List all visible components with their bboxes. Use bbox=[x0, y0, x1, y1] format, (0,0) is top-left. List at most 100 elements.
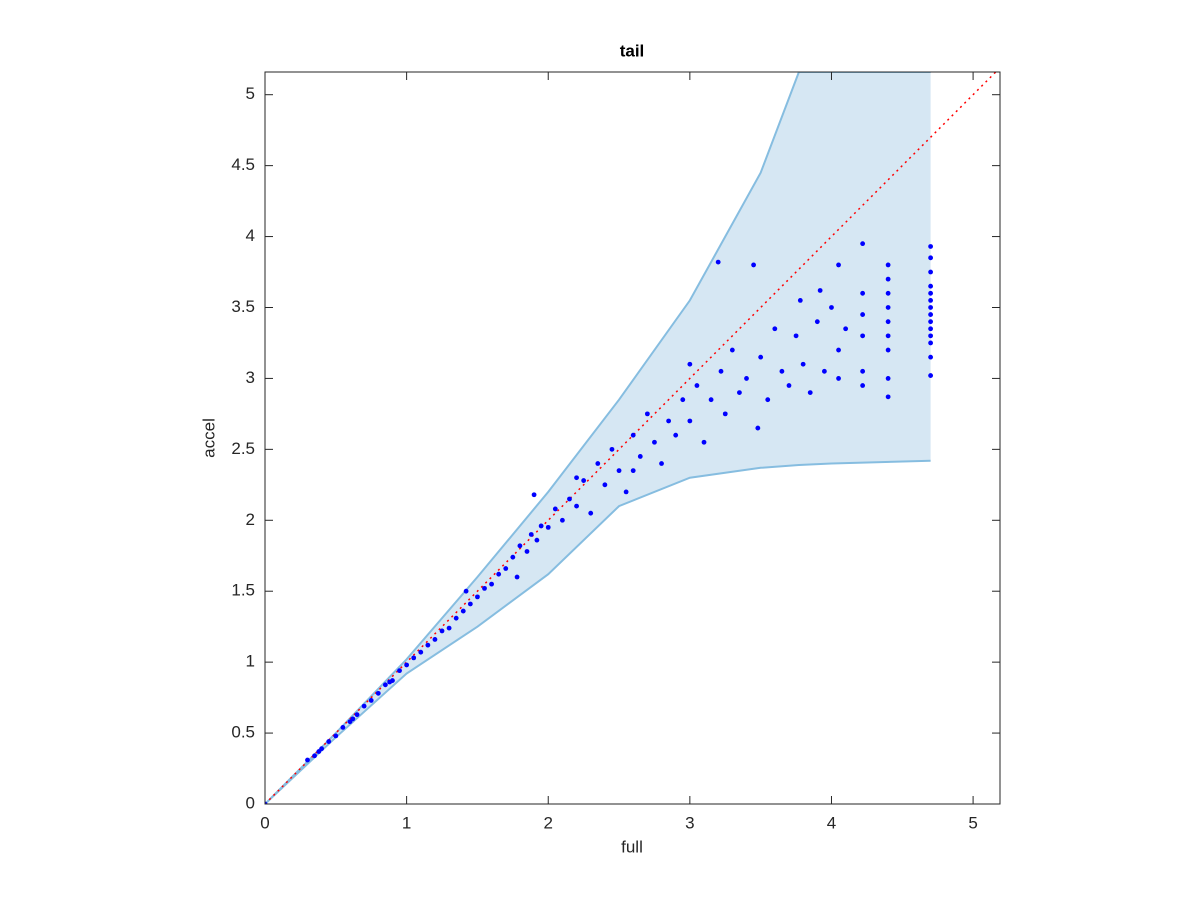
scatter-point bbox=[531, 492, 537, 498]
scatter-point bbox=[814, 319, 820, 325]
scatter-point bbox=[496, 571, 502, 577]
scatter-point bbox=[860, 312, 866, 317]
scatter-point bbox=[375, 690, 381, 696]
x-tick-label: 3 bbox=[685, 813, 694, 832]
scatter-point bbox=[326, 739, 332, 744]
scatter-point bbox=[744, 376, 749, 381]
scatter-point bbox=[836, 262, 841, 268]
scatter-point bbox=[524, 549, 530, 554]
scatter-point bbox=[609, 446, 615, 452]
scatter-point bbox=[694, 383, 700, 388]
scatter-point bbox=[595, 461, 601, 466]
y-tick-label: 2 bbox=[246, 510, 255, 529]
scatter-point bbox=[722, 411, 728, 417]
scatter-point bbox=[467, 601, 473, 607]
scatter-point bbox=[928, 340, 934, 346]
scatter-point bbox=[755, 425, 761, 431]
scatter-point bbox=[797, 297, 803, 303]
scatter-point bbox=[368, 698, 374, 703]
scatter-point bbox=[708, 397, 714, 403]
scatter-point bbox=[928, 326, 934, 332]
y-tick-label: 2.5 bbox=[231, 439, 255, 458]
scatter-point bbox=[425, 642, 431, 648]
scatter-point bbox=[382, 682, 388, 688]
scatter-point bbox=[765, 397, 771, 403]
scatter-point bbox=[680, 397, 686, 403]
scatter-point bbox=[361, 703, 367, 709]
plot-frame bbox=[264, 71, 1001, 805]
scatter-point bbox=[885, 347, 891, 353]
x-tick-label: 1 bbox=[402, 813, 411, 832]
scatter-point bbox=[885, 276, 891, 282]
scatter-point bbox=[630, 432, 636, 438]
y-tick-label: 0 bbox=[246, 793, 255, 812]
scatter-point bbox=[404, 662, 410, 668]
scatter-point bbox=[574, 503, 579, 509]
scatter-point bbox=[475, 594, 480, 600]
scatter-point bbox=[482, 585, 487, 591]
x-tick-label: 5 bbox=[968, 813, 977, 832]
scatter-point bbox=[928, 319, 934, 325]
scatter-point bbox=[860, 241, 866, 247]
scatter-point bbox=[928, 297, 934, 303]
scatter-point bbox=[885, 290, 891, 296]
scatter-point bbox=[514, 574, 520, 580]
chart-title: tail bbox=[620, 41, 645, 60]
band-upper-edge bbox=[265, 72, 931, 804]
scatter-point bbox=[503, 566, 509, 571]
scatter-point bbox=[432, 637, 438, 642]
scatter-point bbox=[453, 615, 459, 621]
scatter-point bbox=[265, 801, 268, 804]
scatter-point bbox=[534, 537, 540, 543]
scatter-point bbox=[758, 354, 764, 360]
y-axis-label: accel bbox=[199, 418, 218, 458]
scatter-point bbox=[305, 757, 310, 763]
scatter-point bbox=[666, 418, 672, 424]
scatter-point bbox=[860, 368, 866, 374]
scatter-point bbox=[928, 333, 934, 339]
scatter-point bbox=[574, 475, 579, 481]
scatter-point bbox=[928, 305, 934, 310]
scatter-point bbox=[860, 333, 866, 339]
scatter-point bbox=[528, 532, 534, 537]
scatter-point bbox=[928, 290, 934, 296]
y-tick-label: 0.5 bbox=[231, 723, 255, 742]
scatter-point bbox=[545, 524, 551, 530]
scatter-point bbox=[581, 478, 587, 483]
scatter-point bbox=[779, 368, 785, 374]
scatter-point bbox=[652, 439, 657, 445]
scatter-point bbox=[885, 319, 891, 325]
scatter-point bbox=[800, 361, 806, 367]
y-tick-label: 3 bbox=[246, 368, 255, 387]
scatter-point bbox=[559, 517, 565, 523]
scatter-point bbox=[489, 581, 494, 587]
scatter-point bbox=[411, 655, 417, 661]
scatter-point bbox=[843, 326, 849, 332]
scatter-point bbox=[446, 625, 452, 631]
scatter-point bbox=[885, 305, 891, 310]
y-tick-label: 5 bbox=[246, 84, 255, 103]
scatter-point bbox=[829, 305, 834, 310]
scatter-point bbox=[418, 649, 424, 655]
scatter-point bbox=[729, 347, 735, 353]
scatter-point bbox=[836, 347, 841, 353]
y-tick-label: 4.5 bbox=[231, 155, 255, 174]
scatter-point bbox=[701, 439, 707, 445]
scatter-point bbox=[319, 746, 325, 752]
scatter-point bbox=[340, 724, 346, 730]
scatter-point bbox=[354, 712, 360, 718]
scatter-point bbox=[397, 668, 402, 674]
scatter-point bbox=[517, 543, 523, 549]
y-tick-label: 1 bbox=[246, 652, 255, 671]
x-tick-label: 2 bbox=[544, 813, 553, 832]
scatter-point bbox=[588, 510, 594, 516]
scatter-point bbox=[687, 361, 693, 367]
scatter-point bbox=[817, 288, 823, 293]
scatter-point bbox=[659, 461, 664, 466]
scatter-point bbox=[928, 354, 934, 360]
scatter-point bbox=[602, 482, 608, 488]
scatter-point bbox=[718, 368, 724, 374]
scatter-point bbox=[885, 333, 891, 339]
